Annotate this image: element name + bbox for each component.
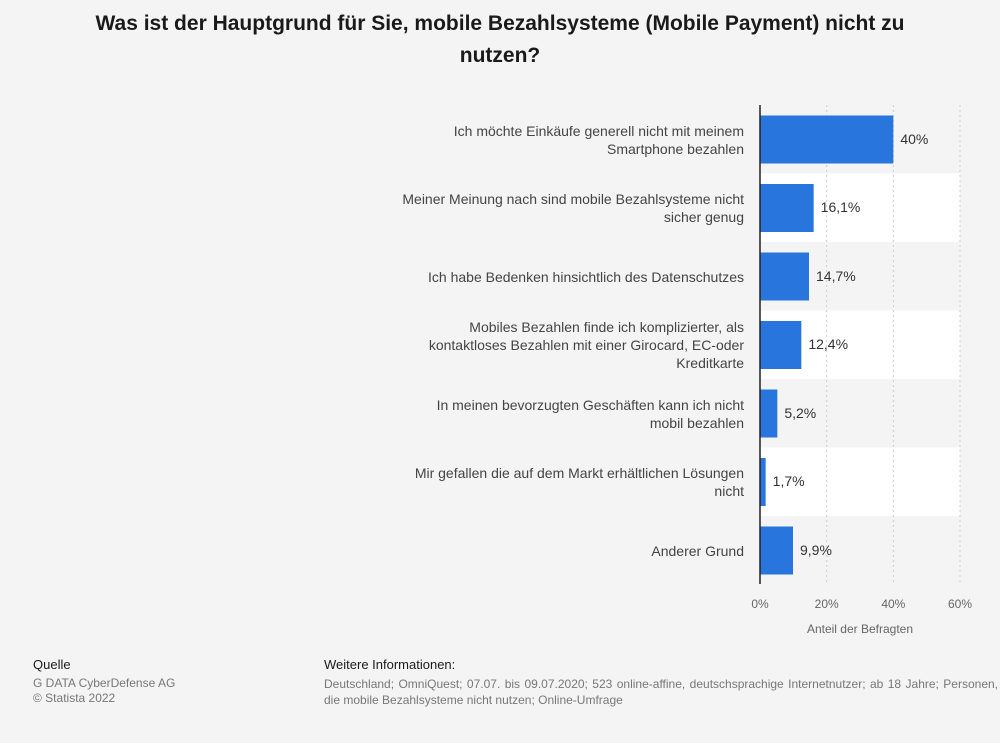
bar: [760, 115, 894, 164]
category-label: Meiner Meinung nach sind mobile Bezahlsy…: [402, 191, 744, 225]
x-tick-label: 0%: [751, 597, 769, 611]
value-label: 1,7%: [772, 473, 805, 489]
bar: [760, 184, 814, 232]
bar: [760, 458, 766, 506]
category-label: Anderer Grund: [651, 542, 744, 559]
category-label: Mobiles Bezahlen finde ich komplizierter…: [428, 319, 744, 371]
value-label: 40%: [900, 130, 929, 147]
category-label: Ich habe Bedenken hinsichtlich des Daten…: [428, 268, 744, 285]
row-band: [760, 447, 960, 516]
bar: [760, 389, 778, 438]
x-tick-label: 40%: [881, 597, 906, 611]
bar: [760, 252, 809, 301]
info-heading: Weitere Informationen:: [324, 657, 456, 672]
x-tick-label: 20%: [814, 597, 839, 611]
value-label: 5,2%: [784, 404, 817, 421]
x-tick-label: 60%: [947, 597, 973, 611]
source-line-publisher: G DATA CyberDefense AG: [33, 676, 176, 690]
value-label: 12,4%: [808, 336, 849, 352]
info-text: Deutschland; OmniQuest; 07.07. bis 09.07…: [324, 677, 998, 707]
value-label: 9,9%: [800, 541, 832, 558]
category-label: Ich möchte Einkäufe generell nicht mit m…: [453, 122, 744, 157]
value-label: 14,7%: [816, 267, 856, 284]
x-axis-title: Anteil der Befragten: [806, 622, 914, 636]
chart-title: Was ist der Hauptgrund für Sie, mobile B…: [95, 12, 905, 67]
value-label: 16,1%: [820, 199, 861, 215]
source-line-copyright: © Statista 2022: [33, 691, 116, 705]
category-label: In meinen bevorzugten Geschäften kann ic…: [436, 396, 744, 431]
category-label: Mir gefallen die auf dem Markt erhältlic…: [414, 465, 744, 499]
source-heading: Quelle: [33, 657, 71, 672]
bar: [760, 526, 793, 575]
bar: [760, 321, 802, 369]
